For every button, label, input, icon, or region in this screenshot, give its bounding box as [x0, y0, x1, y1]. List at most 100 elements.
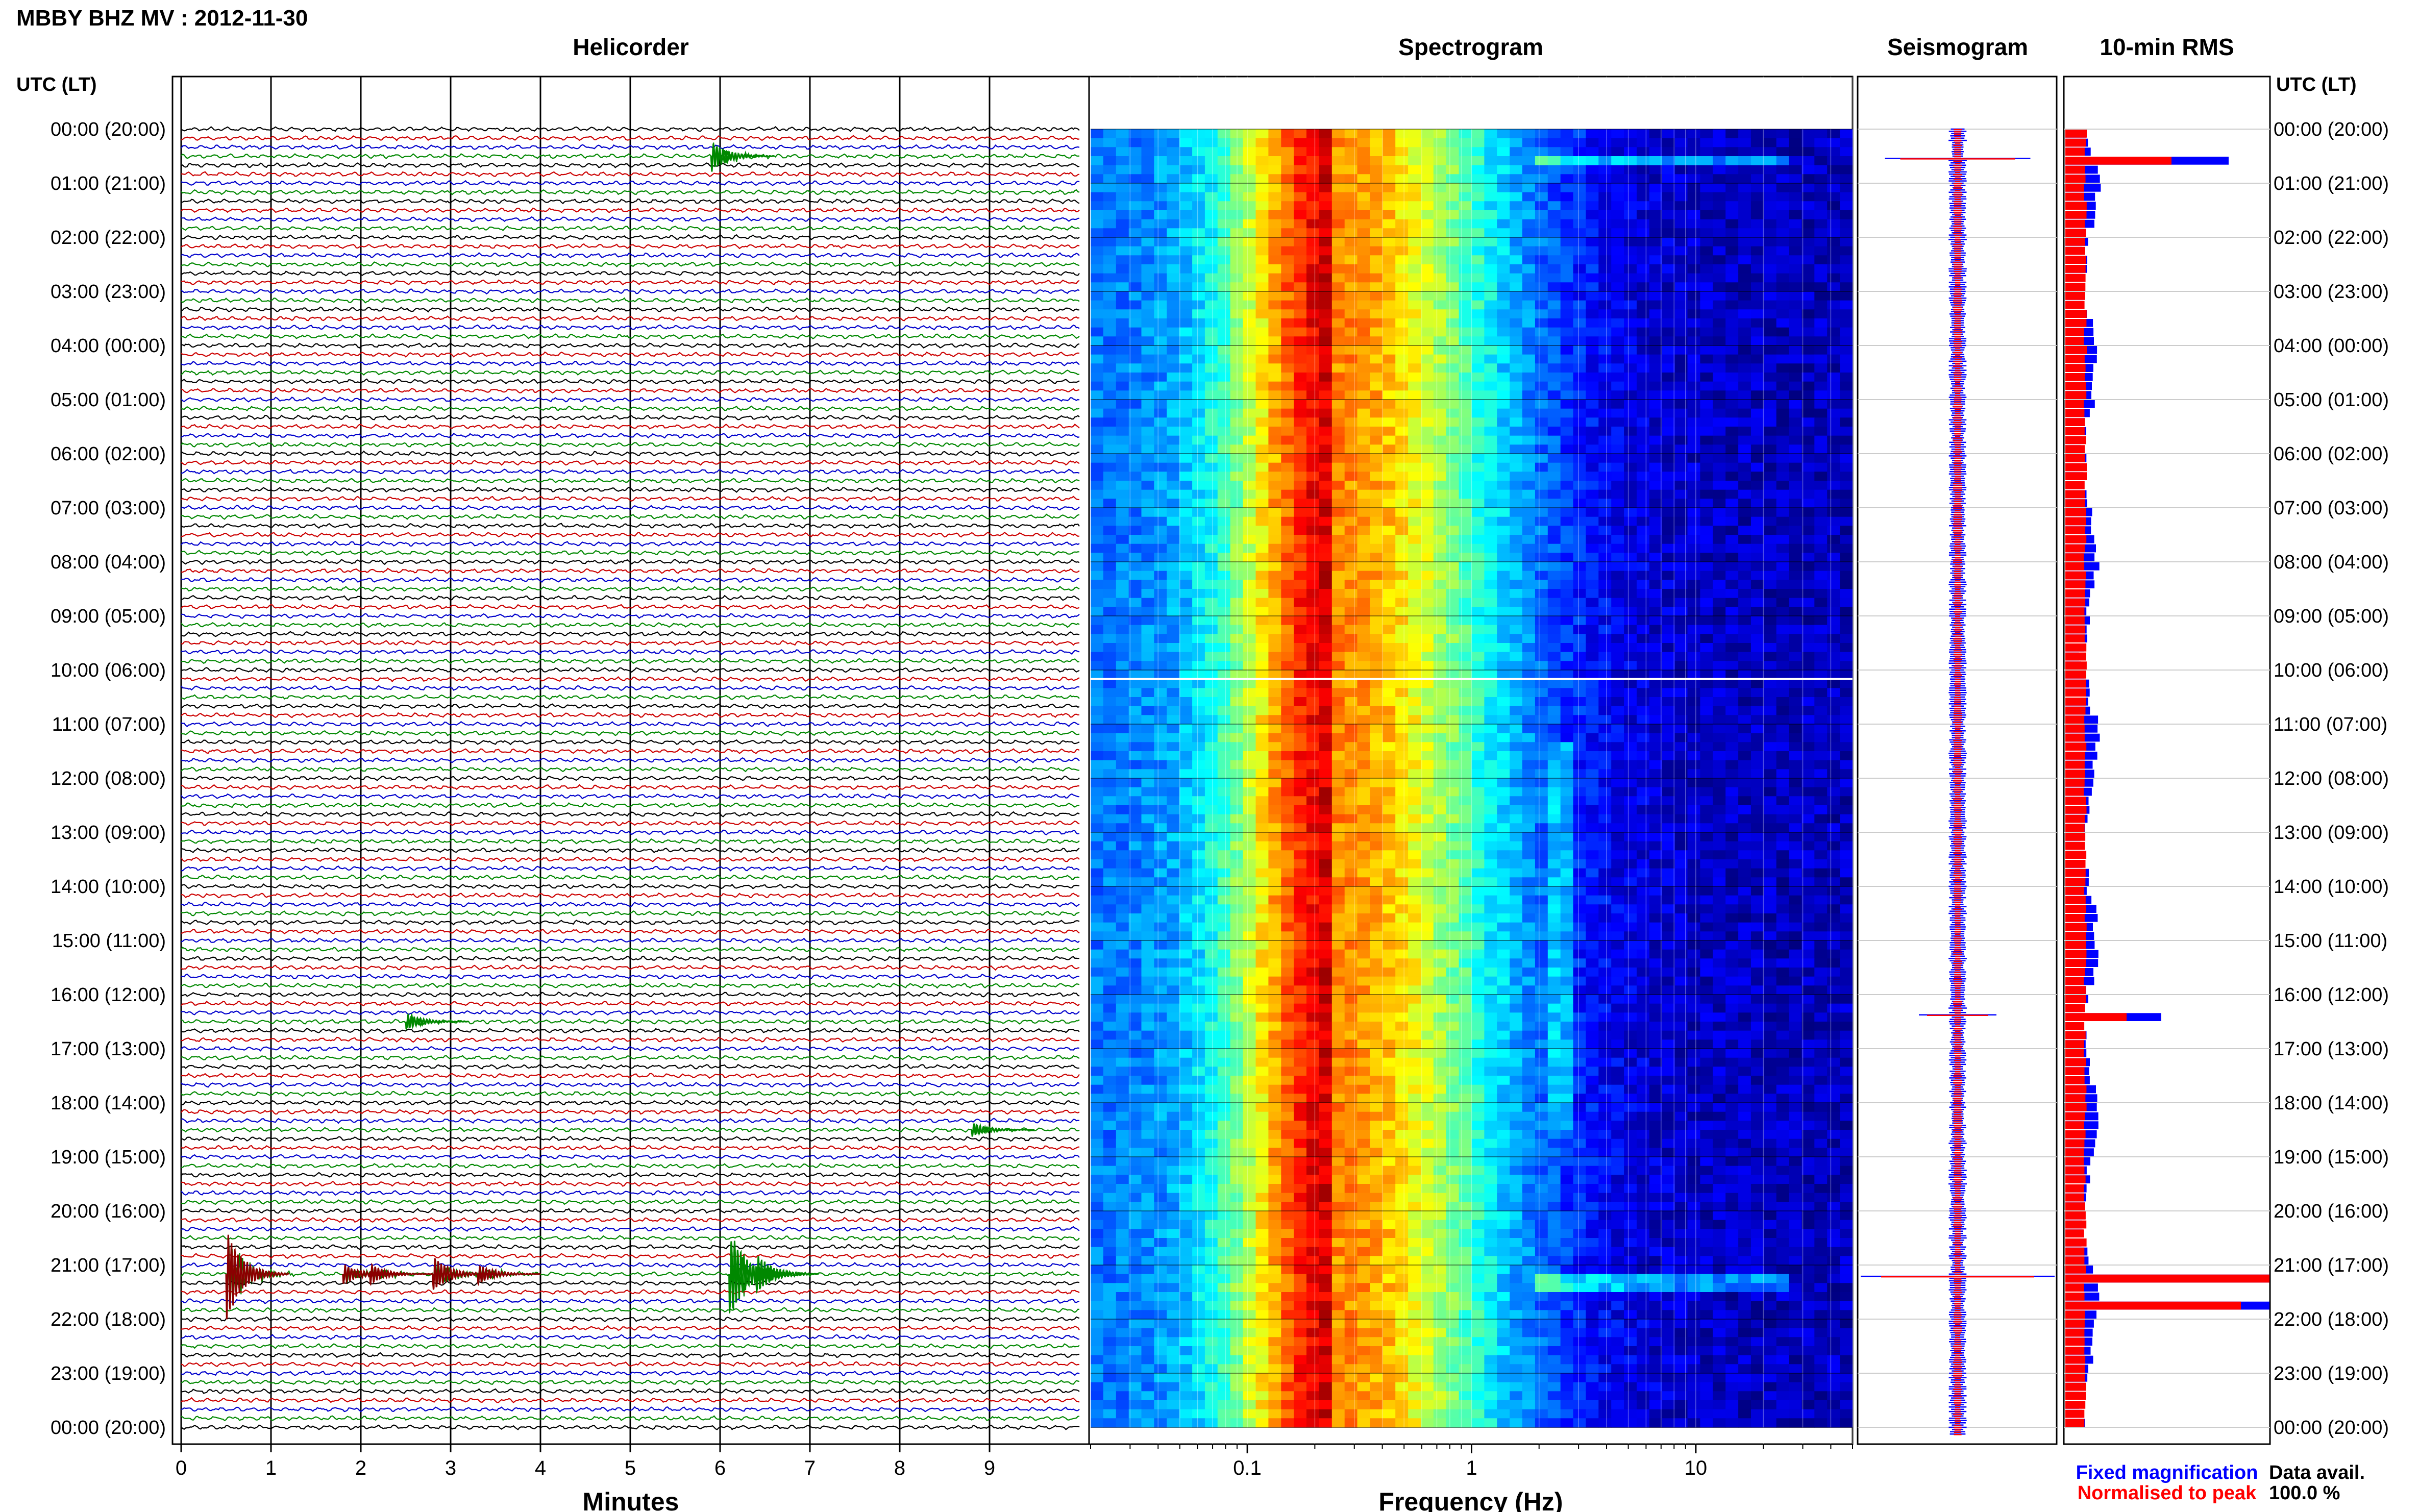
spectrogram-cell [1662, 165, 1675, 175]
spectrogram-cell [1268, 373, 1281, 382]
spectrogram-cell [1573, 327, 1587, 337]
spectrogram-cell [1370, 562, 1383, 572]
spectrogram-cell [1573, 210, 1587, 220]
spectrogram-cell [1725, 508, 1739, 517]
spectrogram-cell [1383, 201, 1396, 211]
spectrogram-cell [1217, 661, 1231, 671]
spectrogram-cell [1319, 543, 1332, 553]
utc-label-left: UTC (LT) [16, 74, 97, 95]
spectrogram-cell [1243, 228, 1256, 238]
spectrogram-cell [1573, 760, 1587, 770]
spectrogram-cell [1344, 516, 1358, 526]
spectrogram-cell [1281, 336, 1294, 346]
helicorder-trace-row [181, 946, 1080, 953]
spectrogram-cell [1801, 309, 1815, 319]
spectrogram-cell [1598, 345, 1612, 355]
spectrogram-cell [1446, 246, 1460, 256]
spectrogram-cell [1141, 183, 1154, 193]
spectrogram-cell [1255, 354, 1269, 364]
spectrogram-cell [1408, 156, 1421, 166]
spectrogram-cell [1713, 201, 1726, 211]
spectrogram-cell [1192, 138, 1205, 147]
spectrogram-cell [1167, 165, 1180, 175]
spectrogram-cell [1687, 769, 1700, 779]
spectrogram-cell [1662, 535, 1675, 544]
spectrogram-cell [1547, 616, 1561, 626]
spectrogram-cell [1674, 724, 1688, 734]
helicorder-trace-row [181, 243, 1080, 250]
spectrogram-cell [1484, 462, 1497, 472]
spectrogram-cell [1243, 580, 1256, 589]
spectrogram-cell [1471, 571, 1485, 580]
spectrogram-cell [1484, 499, 1497, 508]
spectrogram-cell [1547, 273, 1561, 283]
spectrogram-cell [1433, 805, 1447, 815]
spectrogram-cell [1217, 174, 1231, 184]
spectrogram-cell [1167, 219, 1180, 229]
spectrogram-cell [1331, 336, 1345, 346]
spectrogram-cell [1243, 760, 1256, 770]
spectrogram-cell [1573, 264, 1587, 274]
spectrogram-cell [1637, 715, 1650, 725]
spectrogram-cell [1421, 553, 1434, 562]
spectrogram-cell [1230, 417, 1244, 427]
spectrogram-cell [1776, 219, 1790, 229]
spectrogram-cell [1713, 733, 1726, 742]
spectrogram-cell [1383, 489, 1396, 499]
spectrogram-cell [1243, 444, 1256, 454]
spectrogram-cell [1331, 228, 1345, 238]
spectrogram-cell [1179, 354, 1193, 364]
spectrogram-cell [1433, 237, 1447, 247]
spectrogram-cell [1331, 246, 1345, 256]
spectrogram-cell [1662, 273, 1675, 283]
spectrogram-cell [1611, 751, 1624, 761]
spectrogram-cell [1408, 724, 1421, 734]
spectrogram-cell [1560, 823, 1574, 833]
spectrogram-cell [1649, 670, 1663, 680]
spectrogram-cell [1573, 183, 1587, 193]
spectrogram-cell [1217, 264, 1231, 274]
spectrogram-cell [1344, 219, 1358, 229]
spectrogram-cell [1484, 156, 1497, 166]
spectrogram-cell [1128, 219, 1142, 229]
spectrogram-cell [1294, 607, 1307, 616]
spectrogram-cell [1725, 589, 1739, 599]
spectrogram-cell [1789, 697, 1803, 707]
spectrogram-cell [1814, 165, 1828, 175]
spectrogram-cell [1535, 408, 1548, 418]
spectrogram-cell [1510, 336, 1523, 346]
spectrogram-cell [1204, 444, 1218, 454]
spectrogram-cell [1497, 327, 1510, 337]
spectrogram-cell [1433, 715, 1447, 725]
helicorder-trace-row [181, 1180, 1080, 1187]
spectrogram-cell [1433, 291, 1447, 301]
spectrogram-cell [1255, 381, 1269, 391]
spectrogram-cell [1471, 823, 1485, 833]
helicorder-trace-row [181, 910, 1080, 917]
spectrogram-cell [1560, 273, 1574, 283]
spectrogram-cell [1331, 553, 1345, 562]
spectrogram-cell [1789, 625, 1803, 634]
helicorder-trace-row [181, 1118, 1080, 1124]
spectrogram-cell [1573, 417, 1587, 427]
spectrogram-cell [1179, 228, 1193, 238]
spectrogram-cell [1192, 174, 1205, 184]
spectrogram-cell [1573, 400, 1587, 409]
spectrogram-cell [1128, 697, 1142, 707]
spectrogram-cell [1243, 174, 1256, 184]
spectrogram-cell [1230, 291, 1244, 301]
spectrogram-cell [1167, 147, 1180, 157]
spectrogram-cell [1344, 363, 1358, 373]
spectrogram-cell [1637, 138, 1650, 147]
spectrogram-cell [1535, 526, 1548, 535]
spectrogram-cell [1370, 526, 1383, 535]
spectrogram-cell [1827, 246, 1840, 256]
spectrogram-cell [1776, 354, 1790, 364]
spectrogram-cell [1776, 138, 1790, 147]
spectrogram-cell [1230, 508, 1244, 517]
spectrogram-cell [1091, 147, 1104, 157]
spectrogram-cell [1624, 634, 1637, 643]
spectrogram-cell [1344, 255, 1358, 265]
spectrogram-cell [1801, 400, 1815, 409]
spectrogram-cell [1230, 589, 1244, 599]
